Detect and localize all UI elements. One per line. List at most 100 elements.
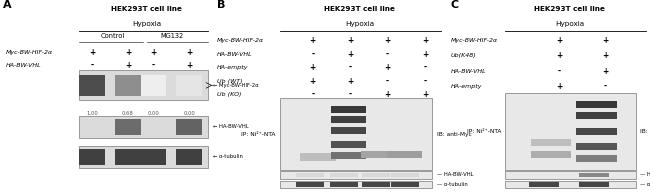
Bar: [579, 182, 609, 187]
Text: +: +: [186, 48, 192, 57]
Bar: [79, 75, 105, 96]
Bar: [577, 128, 617, 135]
Text: +: +: [125, 48, 131, 57]
Bar: [577, 112, 617, 119]
Bar: [391, 182, 419, 187]
Text: +: +: [603, 52, 609, 60]
Bar: [300, 153, 335, 161]
Bar: [79, 116, 208, 138]
Bar: [177, 149, 202, 165]
Text: — α-tubulin: — α-tubulin: [640, 182, 650, 187]
Text: HA-empty: HA-empty: [217, 65, 248, 70]
Text: -: -: [558, 67, 561, 76]
Bar: [115, 75, 140, 96]
Bar: [330, 173, 358, 177]
Text: Ub (WT): Ub (WT): [217, 79, 242, 84]
Text: Myc-BW-HIF-2α: Myc-BW-HIF-2α: [5, 50, 53, 55]
Text: HEK293T cell line: HEK293T cell line: [324, 6, 395, 12]
Bar: [115, 149, 140, 165]
Bar: [115, 119, 140, 135]
Bar: [530, 151, 571, 158]
Bar: [505, 171, 636, 179]
Bar: [387, 151, 422, 158]
Text: +: +: [422, 36, 428, 45]
Text: -: -: [311, 90, 315, 99]
Text: ← HA-BW-VHL: ← HA-BW-VHL: [213, 124, 249, 129]
Text: +: +: [556, 36, 562, 45]
Text: IP: Ni²⁺-NTA: IP: Ni²⁺-NTA: [467, 129, 501, 134]
Text: — α-tubulin: — α-tubulin: [437, 182, 467, 187]
Bar: [361, 151, 396, 158]
Bar: [330, 182, 358, 187]
Text: HA-empty: HA-empty: [450, 84, 482, 89]
Text: — HA-BW-VHL: — HA-BW-VHL: [640, 172, 650, 177]
Bar: [331, 152, 366, 159]
Bar: [362, 173, 390, 177]
Text: +: +: [556, 52, 562, 60]
Text: Hypoxia: Hypoxia: [133, 21, 161, 27]
Bar: [505, 181, 636, 188]
Bar: [140, 149, 166, 165]
Text: 0.00: 0.00: [148, 111, 159, 116]
Text: HEK293T cell line: HEK293T cell line: [534, 6, 605, 12]
Bar: [331, 106, 366, 113]
Text: -: -: [90, 61, 94, 70]
Bar: [529, 182, 559, 187]
Text: -: -: [386, 77, 389, 85]
Text: ← α-tubulin: ← α-tubulin: [213, 154, 243, 159]
Bar: [331, 116, 366, 124]
Text: -: -: [424, 77, 426, 85]
Text: -: -: [311, 50, 315, 58]
Bar: [530, 139, 571, 146]
Bar: [177, 119, 202, 135]
Text: Myc-BW-HIF-2α: Myc-BW-HIF-2α: [450, 38, 498, 43]
Bar: [331, 141, 366, 148]
Text: +: +: [309, 36, 316, 45]
Text: +: +: [125, 61, 131, 70]
Text: +: +: [385, 90, 391, 99]
Text: HEK293T cell line: HEK293T cell line: [111, 6, 183, 12]
Bar: [505, 93, 636, 170]
Text: +: +: [422, 90, 428, 99]
Text: HA-BW-VHL: HA-BW-VHL: [450, 69, 486, 74]
Text: +: +: [347, 50, 354, 58]
Text: Hypoxia: Hypoxia: [345, 21, 374, 27]
Text: +: +: [309, 77, 316, 85]
Bar: [140, 75, 166, 96]
Text: +: +: [603, 36, 609, 45]
Text: -: -: [386, 50, 389, 58]
Text: -: -: [604, 82, 607, 91]
Bar: [79, 149, 105, 165]
Text: — HA-BW-VHL: — HA-BW-VHL: [437, 172, 473, 177]
Text: Hypoxia: Hypoxia: [555, 21, 584, 27]
Bar: [280, 98, 432, 170]
Bar: [79, 70, 208, 100]
Text: +: +: [309, 63, 316, 72]
Text: +: +: [556, 82, 562, 91]
Text: 0.00: 0.00: [183, 111, 195, 116]
Text: +: +: [603, 67, 609, 76]
Text: ← Myc-BW-HIF-2α: ← Myc-BW-HIF-2α: [213, 83, 259, 88]
Text: Ub (KO): Ub (KO): [217, 92, 241, 97]
Bar: [296, 173, 324, 177]
Text: +: +: [186, 61, 192, 70]
Bar: [391, 173, 419, 177]
Bar: [577, 143, 617, 150]
Text: A: A: [3, 0, 12, 10]
Text: C: C: [450, 0, 459, 10]
Text: +: +: [347, 36, 354, 45]
Bar: [362, 182, 390, 187]
Text: +: +: [347, 77, 354, 85]
Text: +: +: [422, 50, 428, 58]
Text: Myc-BW-HIF-2α: Myc-BW-HIF-2α: [217, 38, 264, 43]
Bar: [79, 146, 208, 168]
Bar: [177, 75, 202, 96]
Bar: [577, 101, 617, 108]
Text: HA-BW-VHL: HA-BW-VHL: [5, 63, 41, 68]
Text: -: -: [151, 61, 155, 70]
Text: -: -: [348, 63, 352, 72]
Text: Ub(K48): Ub(K48): [450, 53, 476, 58]
Text: MG132: MG132: [161, 33, 184, 39]
Bar: [577, 155, 617, 162]
Bar: [296, 182, 324, 187]
